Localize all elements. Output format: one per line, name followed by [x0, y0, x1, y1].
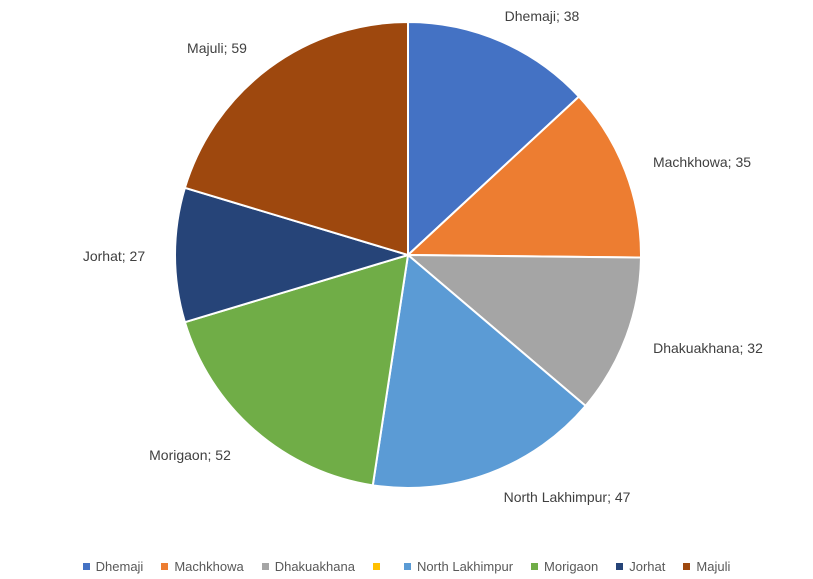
legend-swatch [82, 562, 90, 570]
legend-item-machkhowa: Machkhowa [161, 558, 244, 574]
legend-item-dhakuakhana: Dhakuakhana [261, 558, 355, 574]
slice-morigaon [183, 253, 410, 487]
data-label-jorhat: Jorhat; 27 [83, 248, 145, 264]
legend-item-jorhat: Jorhat [616, 559, 665, 574]
legend-item-morigaon: Morigaon [531, 559, 598, 574]
legend-label: North Lakhimpur [416, 558, 514, 574]
data-label-machkhowa: Machkhowa; 35 [653, 154, 751, 170]
slice-majuli [183, 20, 409, 257]
legend-item-dhemaji: Dhemaji [82, 558, 144, 574]
legend-swatch [403, 562, 411, 570]
legend-label: Jorhat [629, 558, 666, 574]
slice-jorhat [174, 186, 412, 324]
data-label-dhakuakhana: Dhakuakhana; 32 [653, 340, 763, 356]
legend-swatch [531, 562, 539, 570]
legend-label: Dhakuakhana [274, 558, 355, 574]
legend-swatch [683, 562, 691, 570]
legend-item-unnamed [372, 562, 386, 570]
data-label-dhemaji: Dhemaji; 38 [505, 8, 580, 24]
slice-north-lakhimpur [371, 253, 587, 489]
slice-dhemaji [407, 20, 581, 258]
legend-swatch [161, 562, 169, 570]
legend-swatch [616, 562, 624, 570]
data-labels: Dhemaji; 38 Machkhowa; 35 Dhakuakhana; 32 N… [83, 8, 763, 505]
slice-dhakuakhana [405, 253, 642, 408]
pie-slices [174, 20, 642, 489]
legend-item-north-lakhimpur: North Lakhimpur [403, 558, 514, 574]
legend-swatch [261, 562, 269, 570]
legend-label: Morigaon [544, 558, 599, 574]
legend-swatch [372, 562, 380, 570]
legend-label: Dhemaji [95, 558, 144, 574]
data-label-majuli: Majuli; 59 [187, 40, 247, 56]
data-label-north-lakhimpur: North Lakhimpur; 47 [504, 489, 631, 505]
data-label-morigaon: Morigaon; 52 [149, 447, 231, 463]
legend-item-majuli: Majuli [683, 559, 730, 574]
legend-label: Majuli [696, 558, 731, 574]
slice-machkhowa [405, 95, 642, 259]
legend-label: Machkhowa [174, 558, 244, 574]
legend: Dhemaji Machkhowa Dhakuakhana North Lakhimp… [0, 556, 813, 576]
